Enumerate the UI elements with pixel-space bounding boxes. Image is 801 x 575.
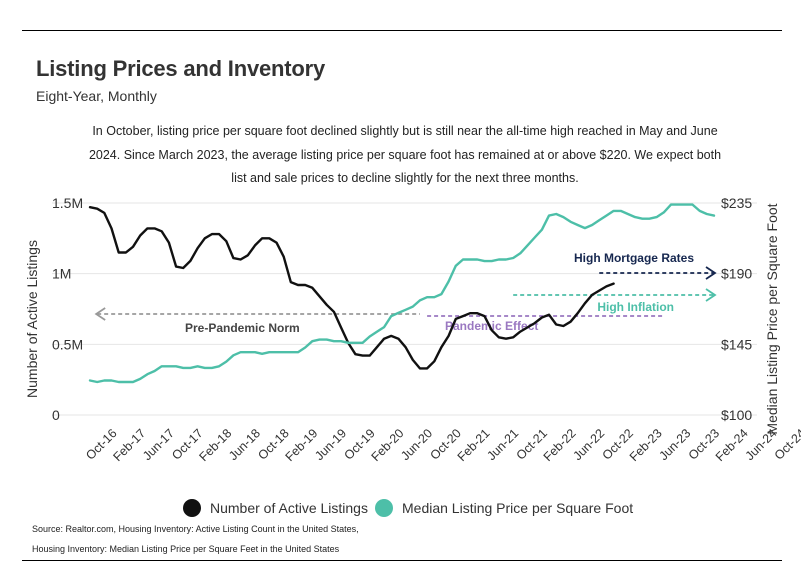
y-left-axis-title: Number of Active Listings <box>24 240 40 398</box>
annotation-arrowhead <box>705 266 717 280</box>
legend-label: Number of Active Listings <box>210 500 368 516</box>
y-left-tick-label: 0 <box>52 407 60 423</box>
y-right-axis-title: Median Listing Price per Square Foot <box>764 203 780 434</box>
chart-subtitle: Eight-Year, Monthly <box>36 88 157 104</box>
chart-description: In October, listing price per square foo… <box>88 124 722 185</box>
y-right-tick-label: $190 <box>721 266 752 282</box>
y-right-tick-label: $100 <box>721 407 752 423</box>
x-tick-label: Feb-23 <box>627 426 665 464</box>
bottom-rule <box>22 560 782 561</box>
source-line-1: Source: Realtor.com, Housing Inventory: … <box>32 524 359 534</box>
y-right-tick-label: $235 <box>721 195 752 211</box>
x-tick-label: Jun-17 <box>140 426 177 463</box>
x-tick-label: Jun-19 <box>312 426 349 463</box>
top-rule <box>22 30 782 31</box>
x-tick-label: Jun-21 <box>484 426 521 463</box>
x-tick-label: Feb-24 <box>713 426 751 464</box>
x-tick-label: Feb-21 <box>455 426 493 464</box>
chart-title: Listing Prices and Inventory <box>36 56 326 81</box>
x-tick-label: Feb-18 <box>196 426 234 464</box>
series-line-price-per-sqft <box>88 203 716 384</box>
y-right-tick-label: $145 <box>721 336 752 352</box>
x-tick-label: Jun-24 <box>743 426 780 463</box>
annotation-label: Pre-Pandemic Norm <box>185 321 300 335</box>
series-line-active-listings <box>88 205 615 370</box>
x-tick-label: Feb-17 <box>110 426 148 464</box>
y-left-tick-label: 0.5M <box>52 336 83 352</box>
x-tick-label: Feb-20 <box>369 426 407 464</box>
annotation-label: High Mortgage Rates <box>574 251 694 265</box>
legend-label: Median Listing Price per Square Foot <box>402 500 633 516</box>
x-tick-label: Feb-22 <box>541 426 579 464</box>
annotation-arrowhead <box>705 288 717 302</box>
annotation-arrowhead <box>94 307 106 321</box>
legend-marker <box>183 499 201 517</box>
x-tick-label: Jun-23 <box>656 426 693 463</box>
x-tick-label: Feb-19 <box>283 426 321 464</box>
source-line-2: Housing Inventory: Median Listing Price … <box>32 544 340 554</box>
y-left-tick-label: 1.5M <box>52 195 83 211</box>
x-tick-label: Jun-18 <box>226 426 263 463</box>
legend-marker <box>375 499 393 517</box>
annotation-label: High Inflation <box>597 300 674 314</box>
y-left-tick-label: 1M <box>52 266 71 282</box>
annotation-label: Pandemic Effect <box>445 319 538 333</box>
x-tick-label: Jun-22 <box>570 426 607 463</box>
x-tick-label: Jun-20 <box>398 426 435 463</box>
